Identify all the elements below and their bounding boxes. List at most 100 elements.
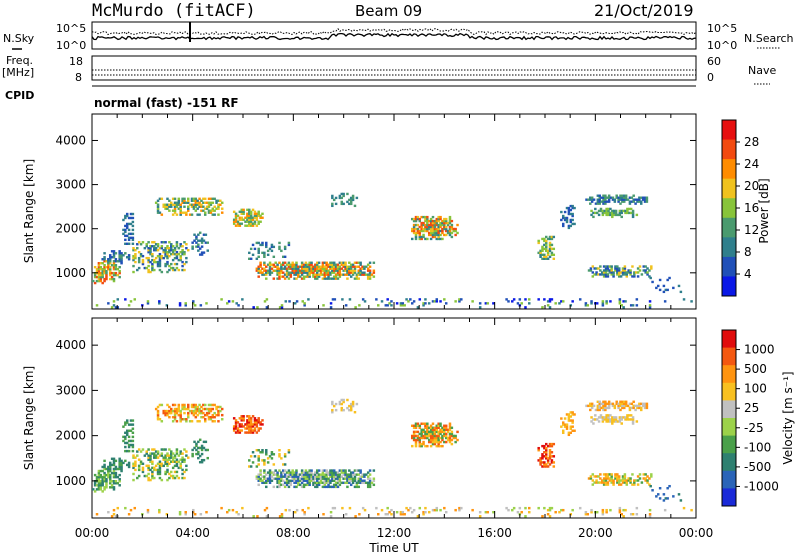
echo-cell	[112, 271, 116, 275]
echo-cell	[571, 419, 574, 422]
echo-cell	[217, 411, 220, 415]
echo-cell	[171, 403, 175, 407]
echo-cell	[336, 267, 340, 270]
echo-cell	[287, 479, 291, 482]
echo-cell	[185, 454, 188, 457]
echo-cell	[234, 214, 238, 217]
echo-cell	[545, 448, 548, 452]
echo-cell	[209, 209, 213, 212]
echo-cell	[118, 463, 121, 467]
echo-cell	[170, 454, 173, 457]
echo-cell	[153, 241, 156, 244]
echo-cell	[614, 211, 618, 215]
echo-cell	[633, 483, 636, 486]
echo-cell	[194, 405, 198, 409]
echo-cell	[621, 269, 625, 272]
echo-cell	[448, 227, 452, 231]
echo-cell	[446, 223, 450, 227]
echo-cell	[410, 227, 414, 231]
echo-cell	[418, 217, 422, 221]
echo-cell	[103, 267, 106, 271]
echo-cell	[607, 207, 610, 211]
echo-cell	[166, 247, 169, 250]
echo-cell	[644, 265, 647, 268]
cpid-text: normal (fast) -151 RF	[94, 96, 239, 110]
echo-cell	[312, 269, 315, 272]
echo-cell	[232, 417, 236, 420]
echo-cell	[317, 469, 321, 472]
echo-cell	[257, 419, 260, 422]
echo-cell	[110, 264, 114, 267]
echo-cell	[112, 469, 116, 473]
echo-cell	[412, 432, 416, 436]
echo-cell	[124, 423, 127, 426]
echo-cell	[282, 471, 285, 474]
echo-cell	[429, 229, 433, 233]
echo-cell	[202, 415, 205, 419]
echo-cell	[342, 273, 345, 276]
echo-cell	[448, 221, 452, 225]
echo-cell	[268, 479, 272, 482]
echo-cell	[541, 249, 544, 253]
echo-cell	[232, 222, 236, 225]
echo-cell	[623, 194, 626, 197]
echo-cell	[567, 208, 571, 212]
echo-cell	[344, 304, 348, 307]
echo-cell	[591, 483, 595, 486]
echo-cell	[193, 513, 197, 516]
echo-cell	[346, 269, 349, 272]
echo-cell	[601, 213, 605, 217]
echo-cell	[168, 254, 171, 258]
echo-cell	[164, 458, 167, 461]
echo-cell	[351, 404, 355, 408]
echo-cell	[443, 223, 446, 227]
echo-cell	[410, 434, 414, 438]
echo-cell	[306, 481, 310, 485]
echo-cell	[177, 403, 181, 407]
echo-cell	[183, 476, 186, 480]
echo-cell	[448, 436, 452, 440]
echo-cell	[112, 513, 116, 516]
echo-cell	[114, 267, 118, 271]
echo-cell	[331, 298, 335, 301]
echo-cell	[227, 508, 231, 512]
echo-cell	[177, 454, 181, 457]
echo-cell	[253, 423, 257, 426]
echo-cell	[177, 252, 181, 256]
echo-cell	[110, 479, 114, 483]
echo-cell	[334, 408, 338, 412]
echo-cell	[291, 479, 294, 482]
echo-cell	[195, 444, 198, 448]
echo-cell	[612, 209, 616, 213]
echo-cell	[315, 475, 319, 478]
echo-cell	[166, 462, 169, 466]
echo-cell	[112, 267, 116, 271]
echo-cell	[203, 213, 207, 216]
echo-cell	[368, 269, 372, 272]
echo-cell	[325, 267, 328, 270]
echo-cell	[110, 277, 114, 281]
echo-cell	[441, 438, 444, 442]
echo-cell	[166, 468, 169, 472]
echo-cell	[619, 202, 622, 205]
echo-cell	[188, 213, 192, 216]
echo-cell	[524, 298, 527, 301]
echo-cell	[268, 271, 272, 274]
echo-cell	[147, 256, 150, 260]
echo-cell	[298, 477, 302, 480]
echo-cell	[120, 463, 123, 467]
echo-cell	[125, 431, 129, 435]
echo-cell	[183, 470, 186, 474]
echo-cell	[610, 477, 613, 480]
echo-cell	[175, 448, 179, 451]
echo-cell	[295, 481, 298, 485]
echo-cell	[611, 420, 614, 423]
echo-cell	[410, 217, 414, 221]
echo-cell	[253, 222, 257, 225]
echo-cell	[170, 249, 173, 252]
echo-cell	[253, 247, 257, 251]
echo-cell	[454, 436, 457, 440]
echo-cell	[95, 477, 99, 481]
echo-cell	[156, 418, 160, 421]
